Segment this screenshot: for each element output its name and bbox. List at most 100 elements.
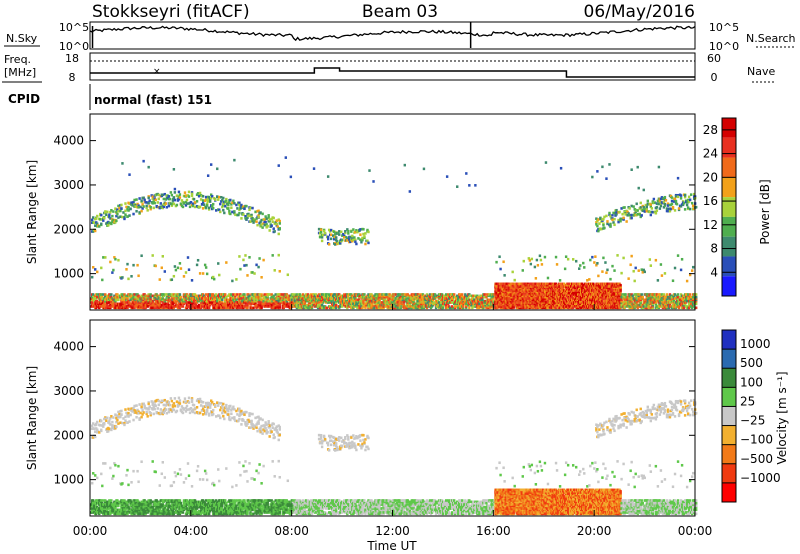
power-cell [209, 200, 211, 203]
power-cell [140, 254, 142, 257]
power-cell [276, 223, 278, 226]
power-cell [274, 269, 276, 272]
power-cell [597, 275, 599, 278]
power-cell [174, 188, 176, 191]
power-cell [327, 175, 329, 178]
power-cell [231, 280, 233, 283]
power-cell [596, 170, 598, 173]
power-cell [474, 184, 476, 187]
power-cell [135, 210, 137, 213]
power-cell [320, 231, 322, 234]
power-cell [117, 259, 119, 262]
power-cell [248, 256, 250, 259]
power-cell [116, 213, 118, 216]
power-cell [267, 214, 269, 217]
power-cell [468, 307, 470, 310]
power-cell [225, 261, 227, 264]
power-cell [560, 167, 562, 170]
power-cell [261, 226, 263, 229]
power-cell [106, 211, 108, 214]
power-cell [174, 199, 176, 202]
power-cell [188, 191, 190, 194]
power-cell [404, 164, 406, 167]
power-cell [180, 296, 182, 299]
power-cell [572, 258, 574, 261]
power-cell [232, 200, 234, 203]
power-cell [264, 221, 266, 224]
power-cell [242, 259, 244, 262]
power-cell [545, 161, 547, 164]
power-cell [285, 156, 287, 159]
power-cell [142, 160, 144, 163]
cpid-text: normal (fast) 151 [94, 93, 212, 107]
power-cell [368, 169, 370, 172]
power-cell [142, 205, 144, 208]
power-cell [171, 278, 173, 281]
power-cell [170, 191, 172, 194]
power-cell [278, 233, 280, 236]
power-cell [593, 261, 595, 264]
power-cell [235, 278, 237, 281]
power-cell [446, 175, 448, 178]
power-cell [218, 274, 220, 277]
power-cell [540, 259, 542, 262]
power-cell [197, 259, 199, 262]
power-cell [125, 268, 127, 271]
power-cell [559, 279, 561, 282]
power-cell [468, 184, 470, 187]
power-cell [219, 211, 221, 214]
power-cell [243, 293, 245, 296]
power-cell [531, 258, 533, 261]
power-cell [147, 197, 149, 200]
power-cell [260, 276, 262, 279]
power-cell [202, 272, 204, 275]
power-cell [123, 218, 125, 221]
power-cell [535, 277, 537, 280]
power-cell [102, 219, 104, 222]
power-cell [324, 232, 326, 235]
power-cell [155, 199, 157, 202]
power-cell [115, 219, 117, 222]
power-cell [499, 268, 501, 271]
power-cell [601, 166, 603, 169]
power-cell [602, 218, 604, 221]
power-cell [442, 307, 444, 310]
power-cell [111, 215, 113, 218]
power-cell [147, 166, 149, 169]
power-cell [174, 191, 176, 194]
power-cell [183, 275, 185, 278]
power-cell [191, 194, 193, 197]
power-cell [588, 278, 590, 281]
power-cell [352, 228, 354, 231]
power-cell [140, 210, 142, 213]
power-cell [423, 168, 425, 171]
radar-figure: Stokkseyri (fitACF) Beam 03 06/May/2016 … [0, 0, 800, 554]
freq-unit-label: [MHz] [4, 66, 36, 79]
power-cell [340, 231, 342, 234]
power-cell [596, 225, 598, 228]
power-cell [313, 167, 315, 170]
power-cell [212, 207, 214, 210]
power-cell [495, 261, 497, 264]
power-cell [91, 219, 93, 222]
power-cell [101, 279, 103, 282]
power-cell [149, 206, 151, 209]
power-cell [240, 217, 242, 220]
power-cell [96, 215, 98, 218]
power-cell [229, 199, 231, 202]
power-cell [132, 213, 134, 216]
power-cell [138, 197, 140, 200]
power-cell [582, 262, 584, 265]
power-cell [216, 168, 218, 171]
power-cell [155, 265, 157, 268]
power-cell [112, 269, 114, 272]
power-cell [100, 214, 102, 217]
power-cell [146, 209, 148, 212]
power-cell [168, 205, 170, 208]
power-cell [409, 190, 411, 193]
power-cell [363, 293, 365, 296]
power-cell [124, 202, 126, 205]
freq-panel-frame [90, 53, 695, 80]
power-cell [128, 173, 130, 176]
power-cell [266, 225, 268, 228]
